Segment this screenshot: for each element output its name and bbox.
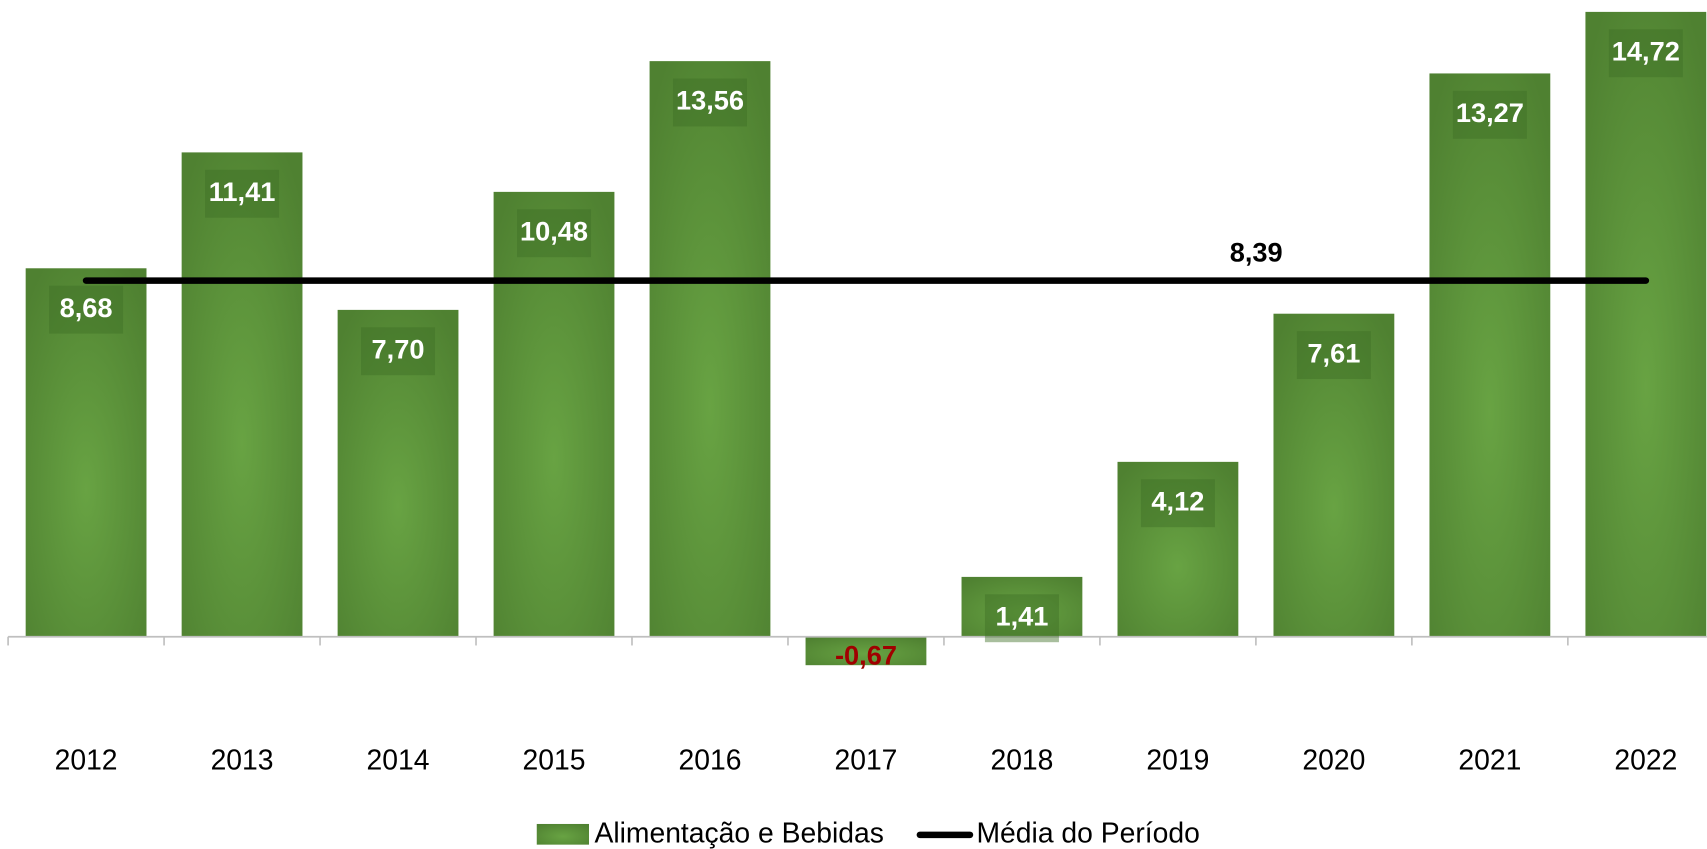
x-tick-label: 2017: [834, 743, 897, 775]
bar: [1117, 461, 1239, 637]
label-box: [1608, 29, 1683, 78]
label-box: [1452, 90, 1527, 139]
value-label: 7,70: [372, 333, 425, 364]
value-label: 10,48: [520, 215, 588, 246]
label-box: [205, 169, 280, 218]
x-tick-label: 2012: [55, 743, 118, 775]
x-tick-label: 2019: [1146, 743, 1209, 775]
value-label: 11,41: [209, 176, 276, 207]
bar: [337, 309, 459, 637]
value-label: 4,12: [1151, 485, 1204, 516]
x-tick-label: 2016: [679, 743, 742, 775]
bar: [25, 268, 147, 637]
x-tick-label: 2014: [367, 743, 430, 775]
value-label: 13,27: [1456, 97, 1524, 128]
value-label: 13,56: [676, 85, 744, 116]
bar: [181, 152, 303, 637]
bar: [1273, 313, 1395, 637]
label-box: [984, 594, 1059, 643]
legend-swatch: [536, 823, 590, 845]
value-label: 7,61: [1307, 337, 1360, 368]
label-box: [517, 209, 592, 258]
bar: [1585, 11, 1707, 637]
x-tick-label: 2015: [523, 743, 586, 775]
value-label: 1,41: [995, 600, 1048, 631]
bar: [493, 191, 615, 637]
bar: [961, 576, 1083, 637]
x-tick-label: 2020: [1302, 743, 1365, 775]
label-box: [361, 327, 436, 376]
value-label: 8,68: [60, 292, 113, 323]
value-label: -0,67: [835, 640, 897, 671]
bar: [805, 636, 927, 666]
bar: [1429, 73, 1551, 637]
label-box: [672, 78, 747, 127]
legend-label: Média do Período: [976, 816, 1199, 848]
bar: [649, 61, 771, 637]
label-box: [49, 285, 124, 334]
label-box: [1140, 479, 1215, 528]
mean-label: 8,39: [1230, 237, 1283, 268]
x-tick-label: 2022: [1614, 743, 1677, 775]
x-tick-label: 2021: [1458, 743, 1521, 775]
x-tick-label: 2018: [990, 743, 1053, 775]
legend-label: Alimentação e Bebidas: [594, 816, 883, 848]
x-tick-label: 2013: [211, 743, 274, 775]
value-label: 14,72: [1612, 35, 1680, 66]
label-box: [1296, 331, 1371, 380]
